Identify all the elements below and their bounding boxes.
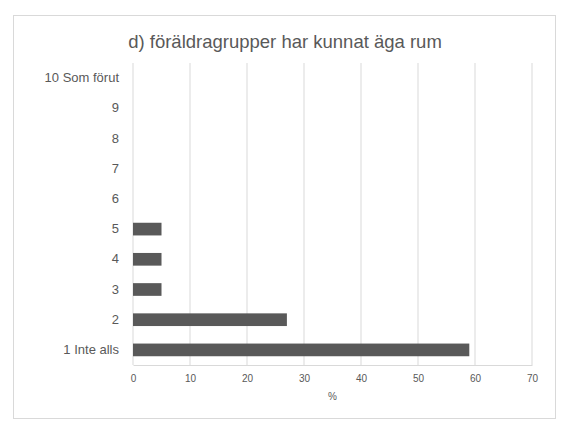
y-tick-label: 5 (112, 221, 119, 236)
x-tick: 60 (470, 365, 482, 384)
x-tick: 40 (356, 365, 368, 384)
x-tick-label: 70 (527, 373, 539, 384)
y-tick: 5 (112, 221, 133, 236)
x-axis-line (134, 365, 533, 366)
y-tick: 3 (112, 282, 133, 297)
x-tick: 0 (131, 365, 137, 384)
y-tick-label: 9 (112, 100, 119, 115)
y-tick: 1 Inte alls (63, 342, 133, 357)
grid (133, 63, 532, 365)
y-tick: 2 (112, 312, 133, 327)
bar (133, 193, 134, 206)
y-tick: 10 Som förut (45, 70, 133, 85)
y-tick-label: 3 (112, 282, 119, 297)
bar (133, 102, 134, 115)
bar (133, 132, 134, 145)
y-tick-label: 7 (112, 161, 119, 176)
chart: d) föräldragrupper har kunnat äga rum 0 10… (0, 0, 570, 433)
chart-frame (14, 16, 556, 419)
x-tick: 30 (299, 365, 311, 384)
bar (133, 283, 162, 296)
grid-line (361, 63, 362, 365)
x-tick-label: 50 (413, 373, 425, 384)
x-tick: 10 (185, 365, 197, 384)
y-tick: 8 (112, 131, 133, 146)
x-tick-label: 40 (356, 373, 368, 384)
grid-line (532, 63, 533, 365)
x-axis: 0 10 20 30 40 50 60 70 (131, 365, 539, 384)
x-tick-label: 30 (299, 373, 311, 384)
x-tick-label: 60 (470, 373, 482, 384)
bar (133, 162, 134, 175)
grid-line (304, 63, 305, 365)
y-tick-label: 8 (112, 131, 119, 146)
y-tick-label: 10 Som förut (45, 70, 120, 85)
x-tick: 50 (413, 365, 425, 384)
y-tick: 7 (112, 161, 133, 176)
grid-line (418, 63, 419, 365)
x-tick-label: 10 (185, 373, 197, 384)
y-tick: 4 (112, 251, 133, 266)
bar (133, 253, 162, 266)
bar (133, 344, 469, 357)
x-tick: 20 (242, 365, 254, 384)
x-axis-title: % (328, 391, 337, 402)
y-tick: 6 (112, 191, 133, 206)
chart-title: d) föräldragrupper har kunnat äga rum (128, 31, 442, 52)
bar (133, 313, 287, 326)
x-tick-label: 0 (131, 373, 137, 384)
y-tick-label: 6 (112, 191, 119, 206)
y-tick-label: 2 (112, 312, 119, 327)
y-axis: 1 Inte alls 2 3 4 5 6 7 8 9 10 Som förut (45, 70, 133, 357)
x-tick-label: 20 (242, 373, 254, 384)
y-tick-label: 4 (112, 251, 119, 266)
y-tick: 9 (112, 100, 133, 115)
grid-line (475, 63, 476, 365)
bar (133, 223, 162, 236)
x-tick: 70 (527, 365, 539, 384)
bar (133, 72, 134, 85)
bars (133, 223, 469, 356)
y-tick-label: 1 Inte alls (63, 342, 119, 357)
